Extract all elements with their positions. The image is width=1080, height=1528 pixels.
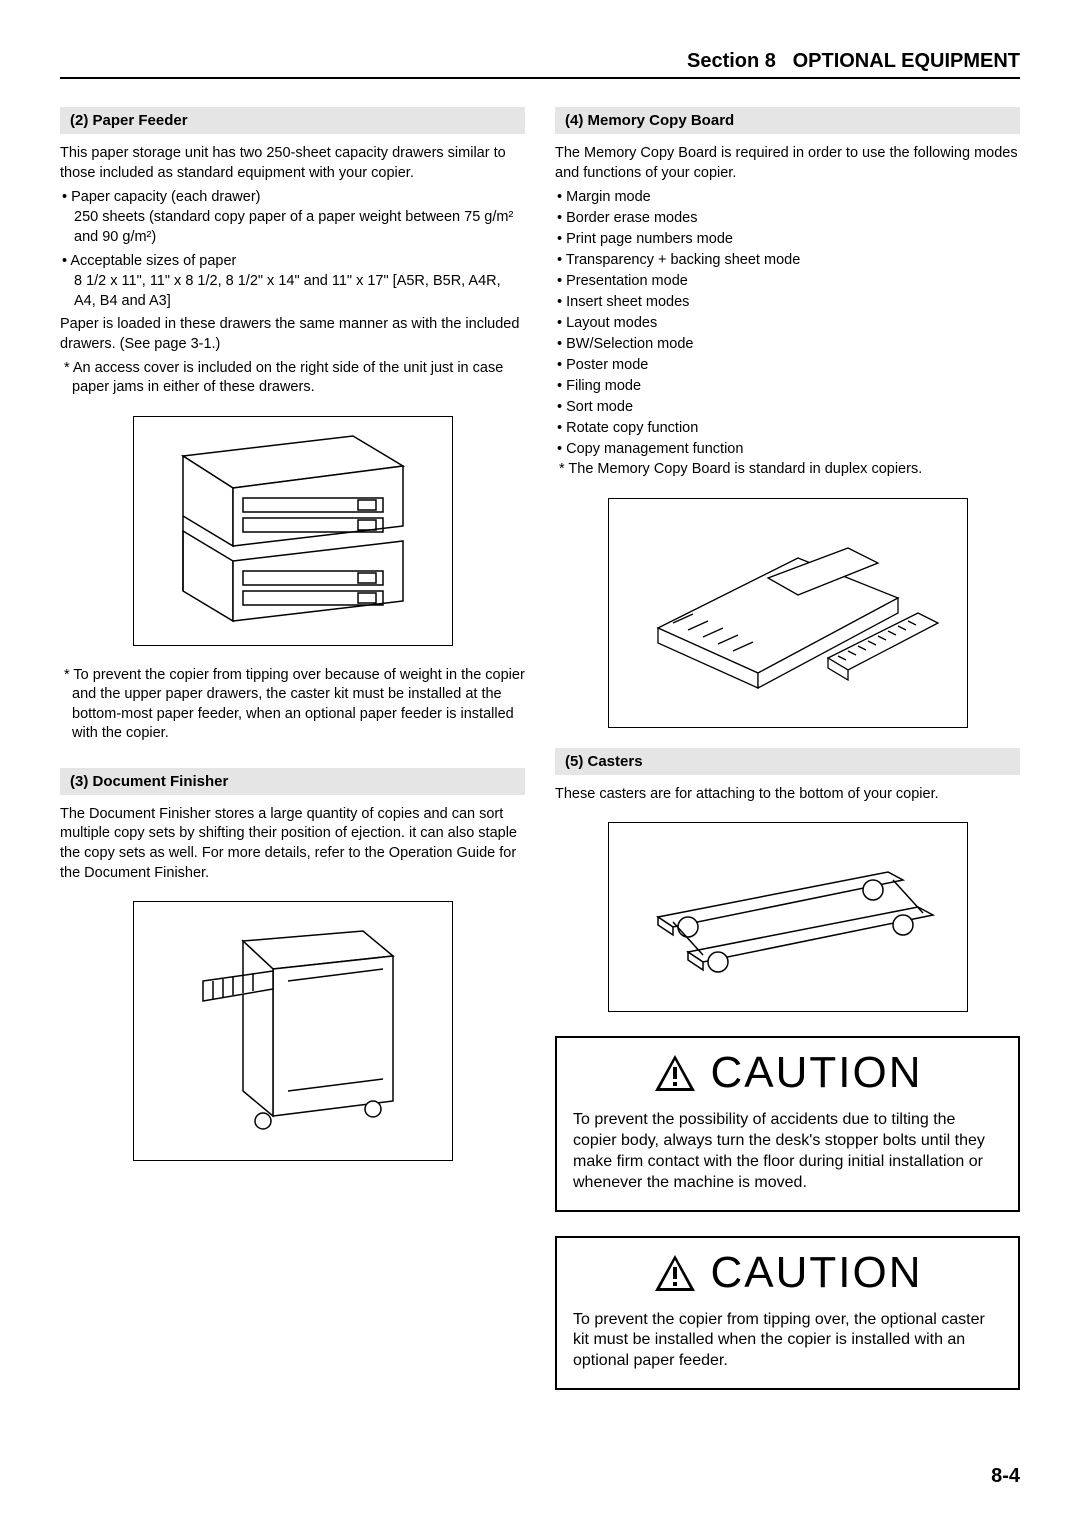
paper-feeder-illustration	[143, 426, 443, 636]
casters-figure	[608, 822, 968, 1012]
mb-item: Border erase modes	[557, 208, 1020, 229]
finisher-illustration	[143, 911, 443, 1151]
finisher-heading: (3) Document Finisher	[60, 768, 525, 795]
warning-icon	[653, 1253, 697, 1293]
mb-item: Rotate copy function	[557, 418, 1020, 439]
memory-board-figure	[608, 498, 968, 728]
caution-title-1: CAUTION	[711, 1048, 923, 1098]
section-title: OPTIONAL EQUIPMENT	[793, 50, 1020, 72]
pf-tip-note: To prevent the copier from tipping over …	[60, 666, 525, 744]
memory-board-intro: The Memory Copy Board is required in ord…	[555, 144, 1020, 183]
paper-feeder-figure	[133, 416, 453, 646]
caution-box-1: CAUTION To prevent the possibility of ac…	[555, 1036, 1020, 1211]
caution-head-1: CAUTION	[557, 1038, 1018, 1104]
pf-load-note: Paper is loaded in these drawers the sam…	[60, 315, 525, 354]
mb-item: Sort mode	[557, 397, 1020, 418]
left-column: (2) Paper Feeder This paper storage unit…	[60, 107, 525, 1390]
mb-item: Copy management function	[557, 439, 1020, 460]
caution-text-1: To prevent the possibility of accidents …	[557, 1104, 1018, 1209]
right-column: (4) Memory Copy Board The Memory Copy Bo…	[555, 107, 1020, 1390]
mb-item: Filing mode	[557, 376, 1020, 397]
mb-item: Layout modes	[557, 313, 1020, 334]
caution-head-2: CAUTION	[557, 1238, 1018, 1304]
page-number: 8-4	[991, 1465, 1020, 1488]
pf-sizes-detail: 8 1/2 x 11", 11" x 8 1/2, 8 1/2" x 14" a…	[60, 272, 525, 311]
paper-feeder-bullets: Paper capacity (each drawer)	[60, 187, 525, 208]
paper-feeder-heading: (2) Paper Feeder	[60, 107, 525, 134]
section-label: Section 8	[687, 50, 776, 72]
paper-feeder-bullets2: Acceptable sizes of paper	[60, 251, 525, 272]
pf-bullet-sizes: Acceptable sizes of paper	[62, 251, 525, 272]
mb-item: BW/Selection mode	[557, 334, 1020, 355]
content-columns: (2) Paper Feeder This paper storage unit…	[60, 107, 1020, 1390]
casters-heading: (5) Casters	[555, 748, 1020, 775]
memory-board-list: Margin mode Border erase modes Print pag…	[555, 187, 1020, 460]
mb-item: Presentation mode	[557, 271, 1020, 292]
caution-box-2: CAUTION To prevent the copier from tippi…	[555, 1236, 1020, 1390]
memory-board-illustration	[618, 508, 958, 718]
mb-item: Transparency + backing sheet mode	[557, 250, 1020, 271]
pf-capacity-detail: 250 sheets (standard copy paper of a pap…	[60, 208, 525, 247]
finisher-figure	[133, 901, 453, 1161]
page-header: Section 8 OPTIONAL EQUIPMENT	[60, 50, 1020, 79]
mb-item: Print page numbers mode	[557, 229, 1020, 250]
mb-item: Margin mode	[557, 187, 1020, 208]
mb-item: Poster mode	[557, 355, 1020, 376]
mb-note: The Memory Copy Board is standard in dup…	[555, 460, 1020, 480]
casters-intro: These casters are for attaching to the b…	[555, 785, 1020, 805]
caution-title-2: CAUTION	[711, 1248, 923, 1298]
warning-icon	[653, 1053, 697, 1093]
caution-text-2: To prevent the copier from tipping over,…	[557, 1304, 1018, 1388]
pf-access-note: An access cover is included on the right…	[60, 359, 525, 398]
casters-illustration	[618, 832, 958, 1002]
paper-feeder-intro: This paper storage unit has two 250-shee…	[60, 144, 525, 183]
pf-bullet-capacity: Paper capacity (each drawer)	[62, 187, 525, 208]
mb-item: Insert sheet modes	[557, 292, 1020, 313]
memory-board-heading: (4) Memory Copy Board	[555, 107, 1020, 134]
finisher-intro: The Document Finisher stores a large qua…	[60, 805, 525, 883]
